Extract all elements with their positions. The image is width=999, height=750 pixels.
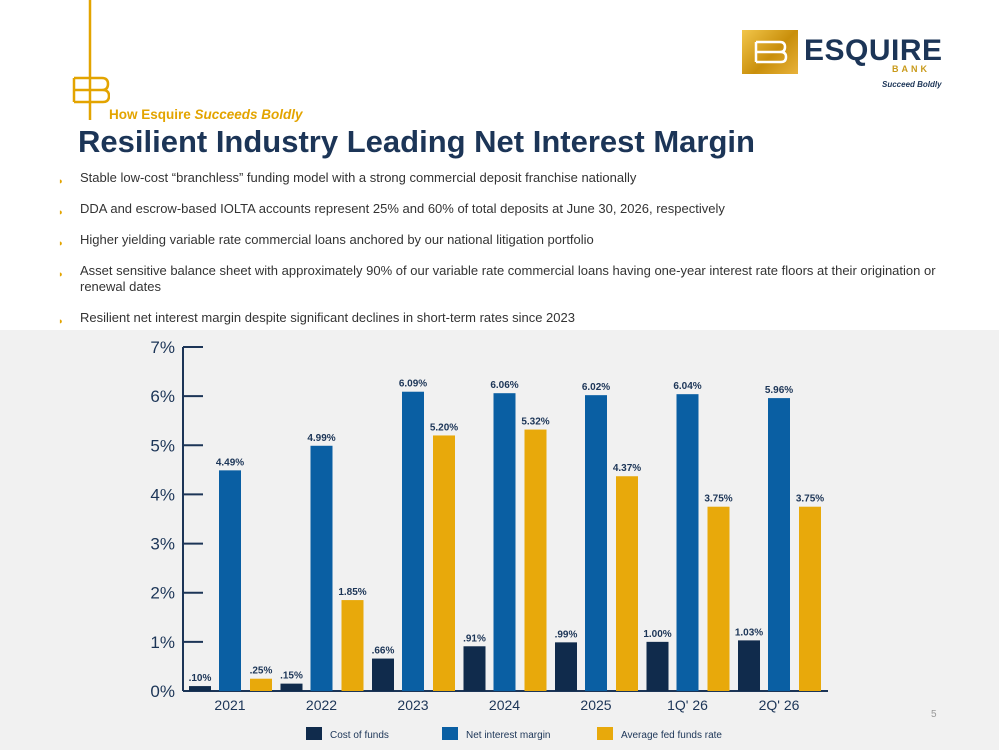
bullet-marker-icon: ◗ bbox=[58, 238, 64, 248]
bullet-marker-icon: ◗ bbox=[58, 316, 64, 326]
section-subtitle: How Esquire Succeeds Boldly bbox=[109, 107, 303, 122]
page-title: Resilient Industry Leading Net Interest … bbox=[78, 124, 755, 159]
data-label: 5.20% bbox=[430, 422, 458, 433]
legend-label: Cost of funds bbox=[330, 730, 389, 741]
x-tick-label: 2022 bbox=[306, 697, 337, 713]
data-label: 5.96% bbox=[765, 385, 793, 396]
legend-label: Net interest margin bbox=[466, 730, 550, 741]
bar-3 bbox=[433, 435, 455, 691]
bullet-marker-icon: ◗ bbox=[58, 269, 64, 279]
bar-2 bbox=[310, 445, 333, 691]
x-tick-label: 2024 bbox=[489, 697, 520, 713]
bar-2 bbox=[493, 393, 516, 691]
brand-name: ESQUIRE bbox=[804, 34, 943, 67]
bar-3 bbox=[524, 429, 547, 691]
subtitle-prefix: How Esquire bbox=[109, 107, 195, 122]
x-tick-label: 2Q' 26 bbox=[759, 697, 800, 713]
bullet-marker-icon: ◗ bbox=[58, 176, 64, 186]
bar-2 bbox=[402, 391, 424, 691]
x-tick-label: 1Q' 26 bbox=[667, 697, 708, 713]
data-label: 1.85% bbox=[338, 587, 366, 598]
bar-1 bbox=[646, 641, 669, 691]
esquire-monogram-logo bbox=[72, 0, 110, 120]
y-tick-label: 0% bbox=[150, 682, 175, 701]
y-tick-label: 4% bbox=[150, 485, 175, 504]
data-label: .15% bbox=[280, 671, 303, 682]
subtitle-emphasis: Succeeds Boldly bbox=[194, 107, 303, 122]
esquire-bank-logo: ESQUIRE BANK Succeed Boldly bbox=[742, 30, 942, 92]
bar-3 bbox=[799, 506, 821, 691]
bar-1 bbox=[555, 642, 577, 691]
data-label: 4.37% bbox=[613, 463, 641, 474]
data-label: 4.99% bbox=[307, 433, 335, 444]
bullet-item: ◗ DDA and escrow-based IOLTA accounts rep… bbox=[58, 201, 958, 217]
data-label: 1.03% bbox=[735, 627, 763, 638]
y-tick-label: 1% bbox=[150, 633, 175, 652]
x-tick-label: 2023 bbox=[397, 697, 428, 713]
bullet-text: Stable low-cost “branchless” funding mod… bbox=[80, 170, 637, 185]
data-label: 6.04% bbox=[673, 381, 701, 392]
data-label: .66% bbox=[372, 646, 395, 657]
legend-swatch bbox=[442, 727, 458, 740]
data-label: 3.75% bbox=[704, 494, 732, 505]
data-label: 6.06% bbox=[490, 380, 518, 391]
bar-3 bbox=[707, 506, 730, 691]
bar-2 bbox=[676, 394, 699, 691]
data-label: 1.00% bbox=[643, 629, 671, 640]
bar-3 bbox=[616, 476, 638, 691]
data-label: 4.49% bbox=[216, 457, 244, 468]
bar-1 bbox=[280, 683, 303, 691]
page-number: 5 bbox=[931, 709, 937, 720]
bar-2 bbox=[768, 398, 790, 691]
bullet-text: Asset sensitive balance sheet with appro… bbox=[80, 263, 936, 294]
brand-sub: BANK bbox=[892, 64, 930, 74]
y-tick-label: 2% bbox=[150, 584, 175, 603]
data-label: 3.75% bbox=[796, 494, 824, 505]
data-label: .99% bbox=[555, 629, 578, 640]
data-label: .10% bbox=[189, 673, 212, 684]
y-tick-label: 5% bbox=[150, 436, 175, 455]
bar-1 bbox=[738, 640, 760, 691]
bar-1 bbox=[372, 658, 394, 691]
grouped-bar-chart: 0% 1% 2% 3% 4% 5% 6% 7% .10% 4.49% .25% 2021 .15% 4.9… bbox=[150, 338, 828, 741]
bar-2 bbox=[585, 395, 607, 691]
y-tick-label: 3% bbox=[150, 535, 175, 554]
data-label: 5.32% bbox=[521, 417, 549, 428]
legend-swatch bbox=[306, 727, 322, 740]
bullet-item: ◗ Resilient net interest margin despite s… bbox=[58, 310, 958, 326]
y-tick-label: 7% bbox=[150, 338, 175, 357]
x-tick-label: 2025 bbox=[580, 697, 611, 713]
y-tick-label: 6% bbox=[150, 387, 175, 406]
x-tick-label: 2021 bbox=[214, 697, 245, 713]
data-label: 6.02% bbox=[582, 382, 610, 393]
brand-tile-icon bbox=[742, 30, 798, 74]
bullet-marker-icon: ◗ bbox=[58, 207, 64, 217]
bar-3 bbox=[250, 678, 272, 691]
bar-2 bbox=[219, 470, 241, 691]
bullet-item: ◗ Stable low-cost “branchless” funding mo… bbox=[58, 170, 958, 186]
legend-swatch bbox=[597, 727, 613, 740]
bullet-text: Higher yielding variable rate commercial… bbox=[80, 232, 594, 247]
bullet-text: Resilient net interest margin despite si… bbox=[80, 310, 575, 325]
bar-3 bbox=[341, 600, 364, 691]
brand-tagline: Succeed Boldly bbox=[882, 80, 942, 89]
data-label: .91% bbox=[463, 633, 486, 644]
data-label: .25% bbox=[250, 666, 273, 677]
data-label: 6.09% bbox=[399, 379, 427, 390]
bar-1 bbox=[189, 686, 211, 691]
bullet-item: ◗ Higher yielding variable rate commercia… bbox=[58, 232, 958, 248]
legend-label: Average fed funds rate bbox=[621, 730, 722, 741]
bullet-text: DDA and escrow-based IOLTA accounts repr… bbox=[80, 201, 725, 216]
bullet-list: ◗ Stable low-cost “branchless” funding mo… bbox=[58, 170, 958, 341]
bullet-item: ◗ Asset sensitive balance sheet with appr… bbox=[58, 263, 958, 295]
bar-1 bbox=[463, 646, 486, 691]
